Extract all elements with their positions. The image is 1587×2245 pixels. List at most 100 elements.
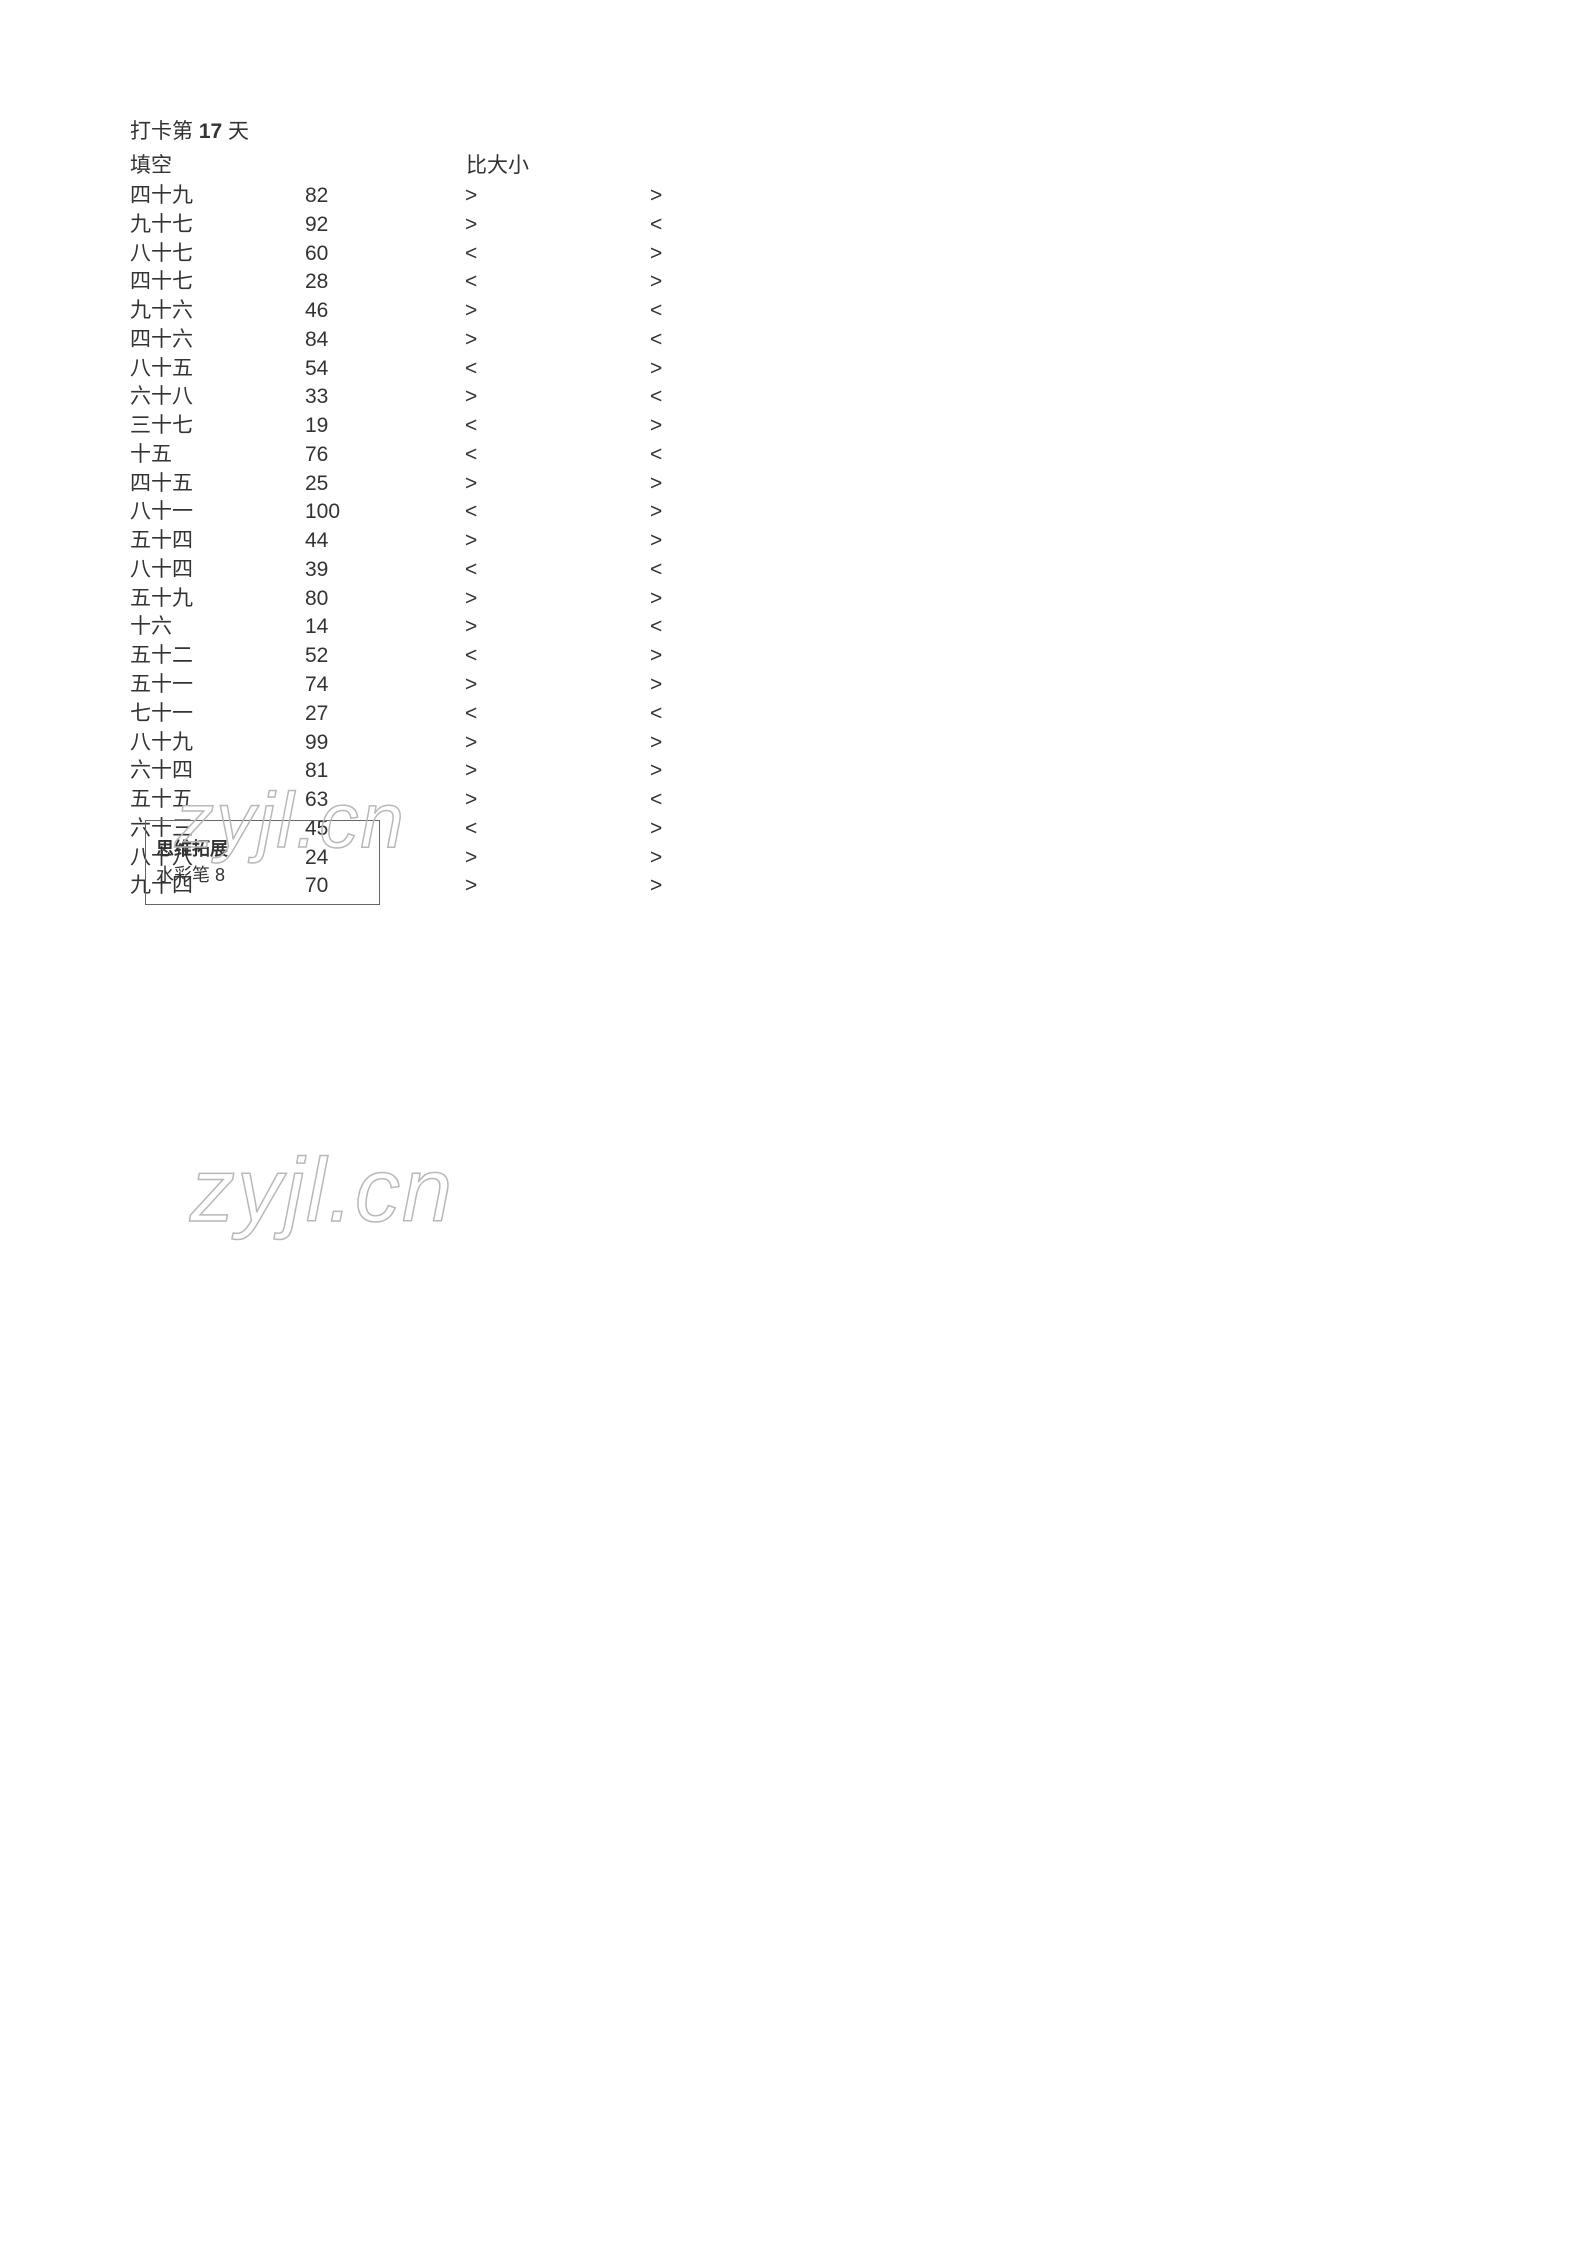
title-day: 17 [199, 120, 222, 143]
title-suffix: 天 [222, 120, 249, 143]
cell-col4: < [650, 788, 700, 813]
cell-col3: < [465, 414, 650, 439]
cell-col3: > [465, 673, 650, 698]
cell-col1: 八十九 [130, 731, 305, 756]
table-row: 九十七92>< [130, 211, 1457, 240]
cell-col1: 四十七 [130, 270, 305, 295]
cell-col4: > [650, 357, 700, 382]
cell-col1: 三十七 [130, 414, 305, 439]
cell-col4: > [650, 846, 700, 871]
header-compare: 比大小 [466, 149, 529, 179]
cell-col4: > [650, 731, 700, 756]
cell-col2: 99 [305, 731, 465, 756]
cell-col1: 七十一 [130, 702, 305, 727]
cell-col3: > [465, 874, 650, 899]
cell-col4: < [650, 213, 700, 238]
cell-col4: > [650, 270, 700, 295]
table-row: 五十二52<> [130, 642, 1457, 671]
table-row: 四十九82>> [130, 182, 1457, 211]
cell-col4: > [650, 414, 700, 439]
cell-col3: < [465, 500, 650, 525]
cell-col2: 44 [305, 529, 465, 554]
table-row: 九十六46>< [130, 297, 1457, 326]
cell-col2: 92 [305, 213, 465, 238]
cell-col3: > [465, 213, 650, 238]
cell-col3: > [465, 731, 650, 756]
cell-col4: > [650, 184, 700, 209]
table-row: 三十七19<> [130, 412, 1457, 441]
cell-col4: < [650, 299, 700, 324]
watermark-1: zyjl.cn [175, 775, 406, 866]
table-row: 八十九99>> [130, 729, 1457, 758]
cell-col4: > [650, 500, 700, 525]
table-row: 五十一74>> [130, 671, 1457, 700]
cell-col2: 33 [305, 385, 465, 410]
cell-col2: 60 [305, 242, 465, 267]
cell-col3: > [465, 385, 650, 410]
table-row: 四十六84>< [130, 326, 1457, 355]
table-row: 五十九80>> [130, 585, 1457, 614]
table-row: 六十八33>< [130, 383, 1457, 412]
cell-col2: 19 [305, 414, 465, 439]
cell-col3: > [465, 184, 650, 209]
cell-col4: < [650, 702, 700, 727]
cell-col1: 八十四 [130, 558, 305, 583]
cell-col4: < [650, 615, 700, 640]
cell-col2: 100 [305, 500, 465, 525]
cell-col1: 八十五 [130, 357, 305, 382]
cell-col4: > [650, 644, 700, 669]
cell-col2: 80 [305, 587, 465, 612]
cell-col3: < [465, 443, 650, 468]
cell-col4: > [650, 759, 700, 784]
cell-col4: < [650, 385, 700, 410]
cell-col1: 九十七 [130, 213, 305, 238]
cell-col4: > [650, 529, 700, 554]
watermark-2: zyjl.cn [190, 1140, 454, 1243]
cell-col1: 五十四 [130, 529, 305, 554]
cell-col2: 39 [305, 558, 465, 583]
table-row: 十六14>< [130, 613, 1457, 642]
cell-col4: > [650, 242, 700, 267]
page-title: 打卡第 17 天 [130, 115, 1457, 145]
cell-col1: 九十六 [130, 299, 305, 324]
cell-col3: < [465, 242, 650, 267]
cell-col4: > [650, 472, 700, 497]
cell-col3: > [465, 472, 650, 497]
table-row: 四十七28<> [130, 268, 1457, 297]
cell-col3: < [465, 702, 650, 727]
cell-col4: < [650, 558, 700, 583]
cell-col4: > [650, 874, 700, 899]
cell-col4: > [650, 817, 700, 842]
cell-col4: > [650, 587, 700, 612]
cell-col1: 十六 [130, 615, 305, 640]
cell-col2: 74 [305, 673, 465, 698]
cell-col3: > [465, 587, 650, 612]
cell-col4: > [650, 673, 700, 698]
table-row: 五十四44>> [130, 527, 1457, 556]
table-row: 八十七60<> [130, 240, 1457, 269]
cell-col2: 82 [305, 184, 465, 209]
cell-col2: 54 [305, 357, 465, 382]
cell-col3: > [465, 299, 650, 324]
table-header: 填空 比大小 [130, 149, 1457, 179]
cell-col3: < [465, 817, 650, 842]
title-prefix: 打卡第 [130, 120, 199, 143]
header-fill-blank: 填空 [130, 149, 466, 179]
cell-col1: 八十一 [130, 500, 305, 525]
cell-col2: 84 [305, 328, 465, 353]
cell-col1: 四十九 [130, 184, 305, 209]
cell-col2: 25 [305, 472, 465, 497]
cell-col3: > [465, 788, 650, 813]
cell-col1: 五十九 [130, 587, 305, 612]
cell-col2: 52 [305, 644, 465, 669]
cell-col2: 28 [305, 270, 465, 295]
table-row: 四十五25>> [130, 470, 1457, 499]
cell-col3: > [465, 759, 650, 784]
table-row: 八十一100<> [130, 498, 1457, 527]
cell-col3: > [465, 846, 650, 871]
cell-col3: > [465, 615, 650, 640]
table-row: 八十五54<> [130, 355, 1457, 384]
table-row: 七十一27<< [130, 700, 1457, 729]
cell-col2: 27 [305, 702, 465, 727]
cell-col3: > [465, 328, 650, 353]
